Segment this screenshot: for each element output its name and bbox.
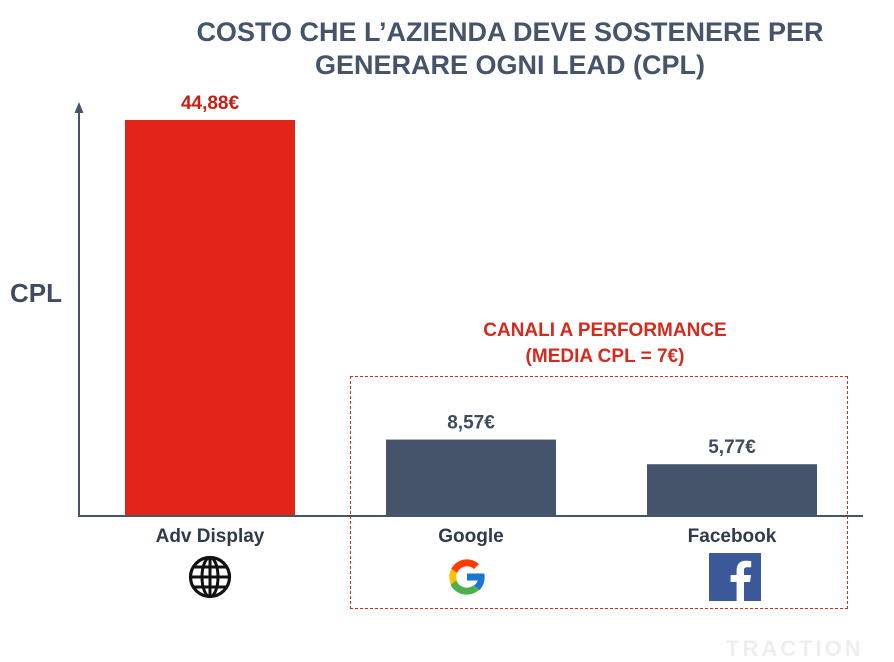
bar-adv-display bbox=[125, 120, 295, 515]
annotation-line-2: (MEDIA CPL = 7€) bbox=[525, 346, 685, 367]
value-label-google: 8,57€ bbox=[447, 413, 495, 434]
globe-icon bbox=[188, 555, 232, 599]
y-axis-arrow bbox=[74, 102, 84, 113]
annotation-line-1: CANALI A PERFORMANCE bbox=[483, 320, 727, 341]
bar-facebook bbox=[647, 464, 817, 515]
category-label-facebook: Facebook bbox=[688, 526, 777, 547]
chart-title-line-2: GENERARE OGNI LEAD (CPL) bbox=[314, 50, 705, 80]
performance-group-box bbox=[350, 376, 848, 609]
value-label-facebook: 5,77€ bbox=[708, 437, 756, 458]
google-icon bbox=[449, 559, 486, 595]
category-label-google: Google bbox=[438, 526, 503, 547]
facebook-icon bbox=[709, 553, 761, 601]
chart-title: COSTO CHE L’AZIENDA DEVE SOSTENERE PER G… bbox=[140, 16, 880, 82]
bar-chart: 44,88€ Adv Display 8,57€ Google 5,77€ Faceboo… bbox=[74, 93, 863, 547]
bar-google bbox=[386, 439, 556, 515]
value-label-adv-display: 44,88€ bbox=[181, 93, 240, 114]
performance-annotation: CANALI A PERFORMANCE (MEDIA CPL = 7€) bbox=[420, 318, 790, 370]
watermark: TRACTION bbox=[726, 636, 864, 661]
chart-title-line-1: COSTO CHE L’AZIENDA DEVE SOSTENERE PER bbox=[196, 17, 824, 47]
category-label-adv-display: Adv Display bbox=[156, 526, 265, 547]
y-axis-label: CPL bbox=[10, 278, 62, 308]
